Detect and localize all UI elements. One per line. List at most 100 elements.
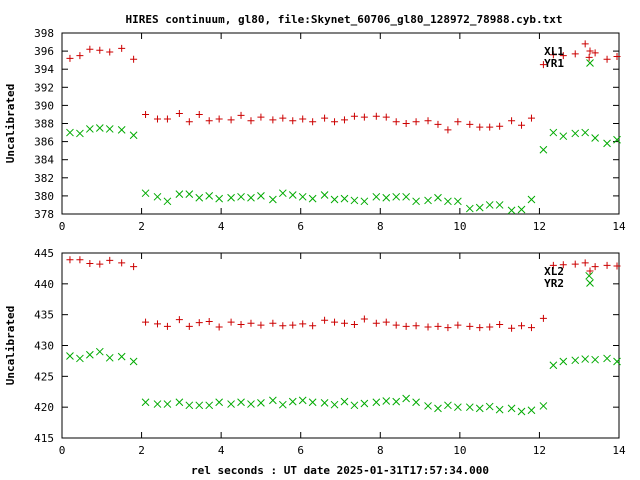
data-point <box>476 123 484 131</box>
legend-marker-xl1 <box>586 47 594 55</box>
x-tick-label: 14 <box>612 444 626 457</box>
data-point <box>559 261 567 269</box>
data-point <box>350 196 359 205</box>
data-point <box>539 314 547 322</box>
data-point <box>96 260 104 268</box>
data-point <box>247 319 255 327</box>
data-point <box>486 123 494 131</box>
panels: 378 380 382 384 386 388 390 392 394 396 398 0 2 4 6 8 10… <box>4 27 626 457</box>
data-point <box>424 117 432 125</box>
data-point <box>257 398 265 407</box>
data-point <box>581 128 590 137</box>
data-point <box>86 259 94 267</box>
data-point <box>508 324 516 332</box>
data-point <box>402 394 410 403</box>
y-tick-label: 396 <box>34 45 54 58</box>
data-point <box>257 113 265 121</box>
data-point <box>247 193 255 202</box>
data-point <box>434 193 442 202</box>
x-tick-label: 4 <box>218 220 225 233</box>
data-point <box>205 317 213 325</box>
y-tick-label: 445 <box>34 247 54 260</box>
data-point <box>495 405 504 414</box>
data-point <box>320 191 329 199</box>
data-point <box>142 318 150 326</box>
data-point <box>360 315 368 323</box>
y-tick-label: 430 <box>34 340 54 353</box>
data-point <box>476 324 484 332</box>
data-point <box>227 193 235 202</box>
y-tick-label: 398 <box>34 27 54 40</box>
data-point <box>118 44 126 52</box>
data-point <box>340 116 348 124</box>
data-point <box>549 128 558 137</box>
data-point <box>288 191 297 199</box>
data-point <box>308 194 317 203</box>
data-point <box>117 352 126 361</box>
data-point <box>603 139 611 148</box>
data-point <box>496 321 504 329</box>
y-tick-label: 394 <box>34 63 54 76</box>
y-tick-label: 386 <box>34 136 54 149</box>
data-point <box>237 321 245 329</box>
legend-label-yr1: YR1 <box>544 57 564 70</box>
data-point <box>278 400 287 409</box>
data-point <box>454 197 462 206</box>
data-point <box>118 259 126 267</box>
data-point <box>175 398 184 407</box>
panel-1: 378 380 382 384 386 388 390 392 394 396 398 0 2 4 6 8 10… <box>4 27 626 233</box>
data-point <box>86 45 94 53</box>
data-point <box>330 400 339 409</box>
data-point <box>613 53 621 61</box>
data-point <box>424 196 432 205</box>
data-point <box>85 125 94 133</box>
data-point <box>340 397 349 406</box>
data-point <box>372 319 380 327</box>
data-point <box>289 321 297 329</box>
data-point <box>475 203 484 212</box>
data-point <box>518 121 526 129</box>
legend-label-xl1: XL1 <box>544 45 564 58</box>
data-point <box>603 261 611 269</box>
data-point <box>185 190 194 198</box>
data-point <box>613 262 621 270</box>
data-point <box>279 114 287 122</box>
x-tick-label: 10 <box>453 444 466 457</box>
legend-label-xl2: XL2 <box>544 265 564 278</box>
data-point <box>129 357 138 366</box>
plot-frame <box>61 32 620 215</box>
y-tick-label: 440 <box>34 278 54 291</box>
data-point <box>289 117 297 125</box>
data-point <box>527 406 536 415</box>
data-point <box>153 192 162 201</box>
data-point <box>163 115 171 123</box>
y-tick-label: 382 <box>34 172 54 185</box>
data-point <box>299 320 307 328</box>
data-point <box>205 117 213 125</box>
data-point <box>227 318 235 326</box>
data-point <box>539 61 547 69</box>
data-point <box>278 189 287 198</box>
x-tick-label: 14 <box>612 220 626 233</box>
data-point <box>130 263 138 271</box>
data-point <box>424 402 432 410</box>
data-point <box>412 322 420 330</box>
data-point <box>279 322 287 330</box>
data-point <box>585 271 594 280</box>
data-point <box>130 55 138 63</box>
data-point <box>412 118 420 126</box>
data-point <box>444 197 452 206</box>
data-point <box>392 192 401 201</box>
data-point <box>331 318 339 326</box>
data-point <box>330 195 339 204</box>
data-point <box>205 192 214 200</box>
y-tick-label: 435 <box>34 309 54 322</box>
data-point <box>402 192 410 201</box>
data-point <box>454 403 462 412</box>
data-point <box>321 316 329 324</box>
data-point <box>288 397 297 406</box>
x-tick-label: 0 <box>59 444 66 457</box>
data-point <box>269 396 277 405</box>
data-point <box>153 320 161 328</box>
